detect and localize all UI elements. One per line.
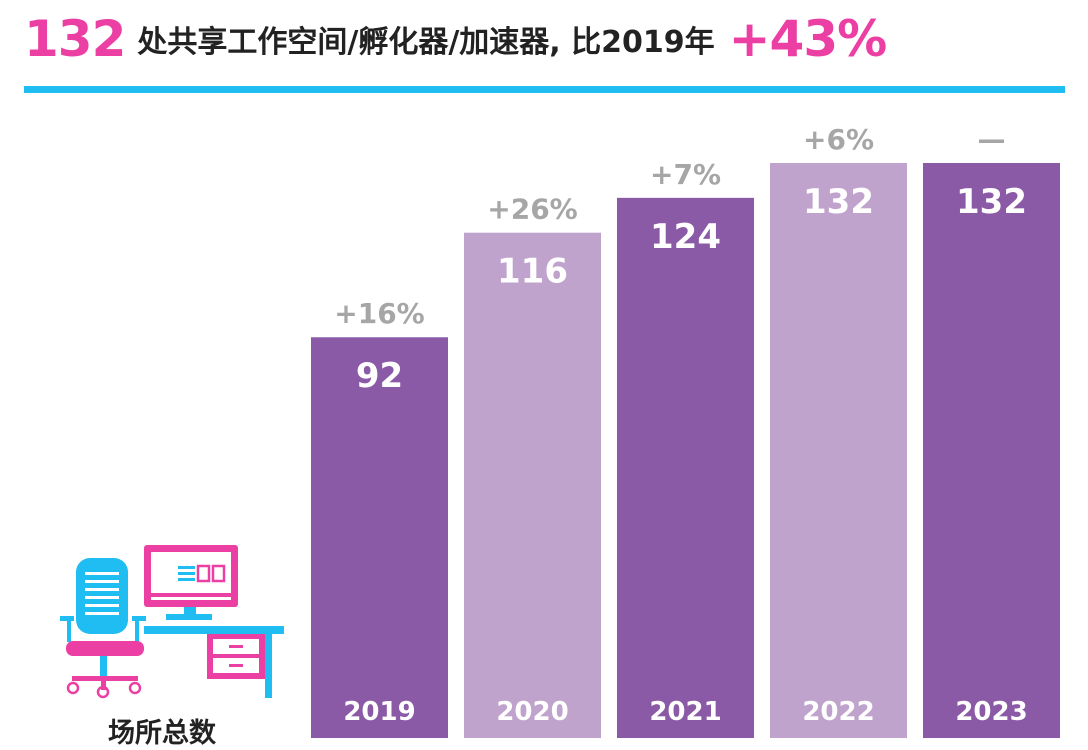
bar-2020 (464, 232, 601, 739)
category-label-2020: 2020 (496, 697, 568, 727)
desk-chair-icon (60, 545, 284, 699)
growth-label-2022: +6% (803, 123, 874, 156)
chart-title: 132 处共享工作空间/孵化器/加速器, 比2019年 +43% (24, 4, 888, 74)
header-rule (24, 86, 1065, 93)
title-growth: +43% (728, 10, 888, 68)
value-label-2019: 92 (356, 356, 403, 396)
category-label-2023: 2023 (955, 697, 1027, 727)
category-label-2019: 2019 (343, 697, 415, 727)
title-description: 处共享工作空间/孵化器/加速器, 比2019年 (137, 25, 715, 60)
value-label-2020: 116 (497, 252, 568, 292)
chart-caption: 场所总数 (108, 718, 216, 749)
value-label-2022: 132 (803, 182, 874, 222)
growth-label-2020: +26% (487, 193, 577, 226)
growth-label-2019: +16% (334, 297, 424, 330)
bar-2019 (311, 337, 448, 738)
value-label-2023: 132 (956, 182, 1027, 222)
growth-label-2021: +7% (650, 158, 721, 191)
category-label-2022: 2022 (802, 697, 874, 727)
category-label-2021: 2021 (649, 697, 721, 727)
bar-2021 (617, 197, 754, 738)
value-label-2021: 124 (650, 217, 721, 257)
title-count: 132 (24, 10, 126, 68)
bar-2022 (770, 163, 907, 738)
bar-2023 (923, 163, 1060, 738)
growth-label-2023: — (978, 123, 1006, 156)
